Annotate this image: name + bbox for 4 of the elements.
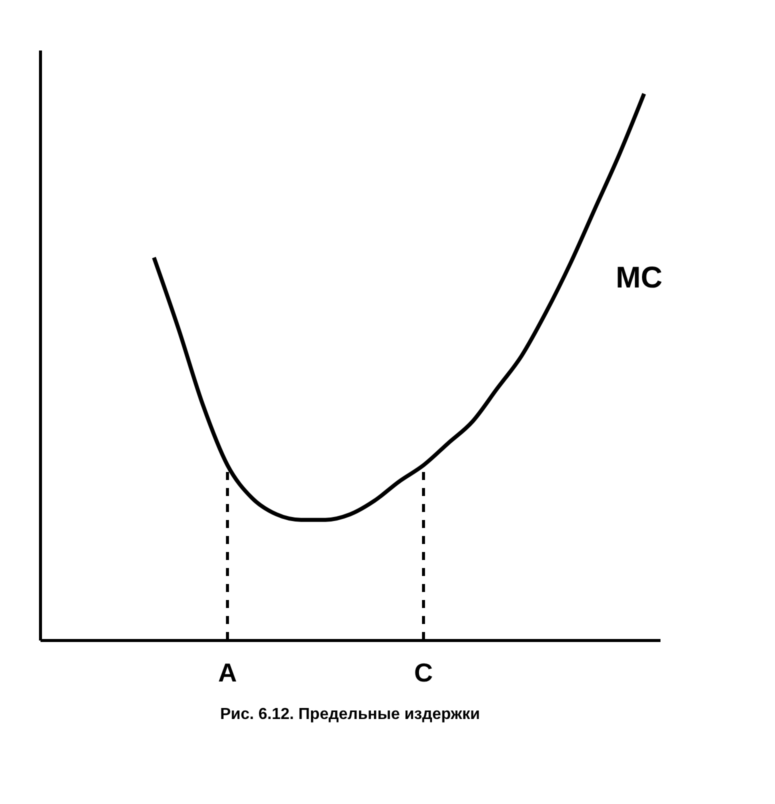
x-tick-label: A [218, 658, 238, 688]
series-label: MC [616, 262, 662, 295]
x-tick-label: C [414, 658, 434, 688]
text: Рис. 6.12. Предельные издержки [220, 706, 480, 723]
